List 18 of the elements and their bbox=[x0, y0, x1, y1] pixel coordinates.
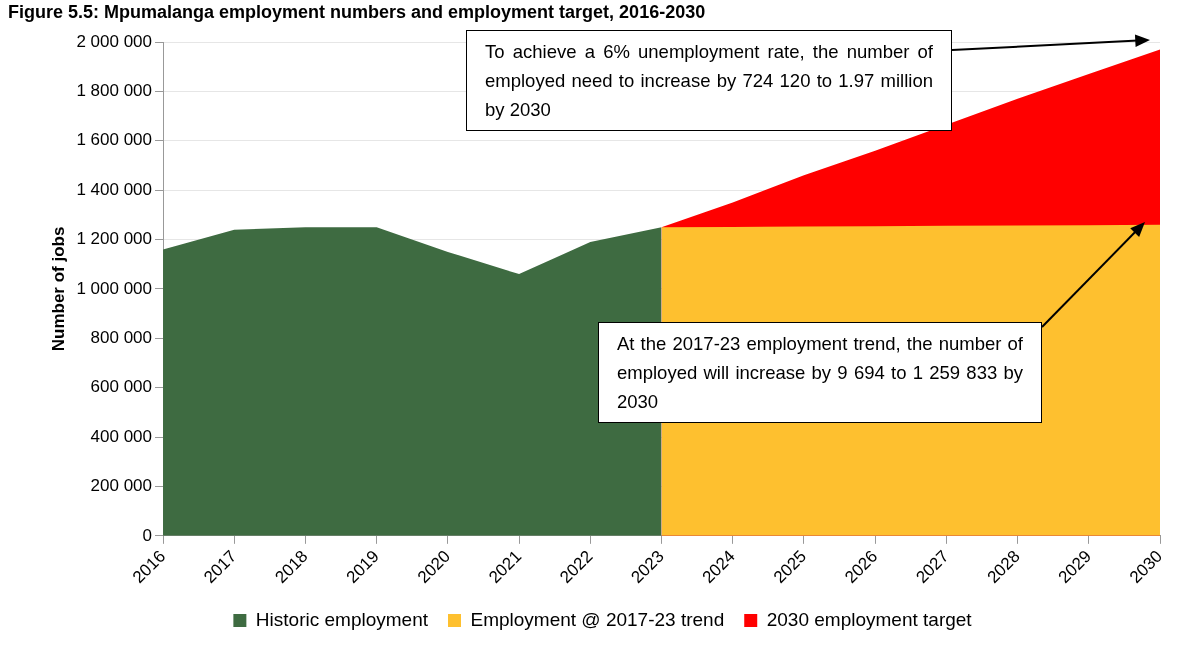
y-tick-label: 1 400 000 bbox=[76, 179, 153, 199]
y-tick-label: 1 000 000 bbox=[76, 278, 153, 298]
legend-label: 2030 employment target bbox=[766, 608, 973, 630]
y-tick-label: 400 000 bbox=[90, 426, 153, 446]
legend-label: Historic employment bbox=[255, 608, 429, 630]
y-axis-title: Number of jobs bbox=[48, 226, 68, 352]
y-tick-label: 1 600 000 bbox=[76, 130, 153, 150]
y-tick-label: 1 200 000 bbox=[76, 229, 153, 249]
y-tick-label: 0 bbox=[142, 525, 153, 545]
y-tick-label: 600 000 bbox=[90, 377, 153, 397]
annotation: To achieve a 6% unemployment rate, the number of employed need to increase by 724 120 to 1.97 million by 2030 bbox=[466, 30, 952, 131]
y-tick-label: 2 000 000 bbox=[76, 31, 153, 51]
chart-title: Figure 5.5: Mpumalanga employment numbers and employment target, 2016-2030 bbox=[7, 1, 707, 24]
annotation: At the 2017-23 employment trend, the number of employed will increase by 9 694 to 1 259 833 by 2030 bbox=[598, 322, 1042, 423]
y-tick-label: 800 000 bbox=[90, 327, 153, 347]
legend-label: Employment @ 2017-23 trend bbox=[470, 608, 725, 630]
y-tick-label: 1 800 000 bbox=[76, 81, 153, 101]
y-tick-label: 200 000 bbox=[90, 476, 153, 496]
